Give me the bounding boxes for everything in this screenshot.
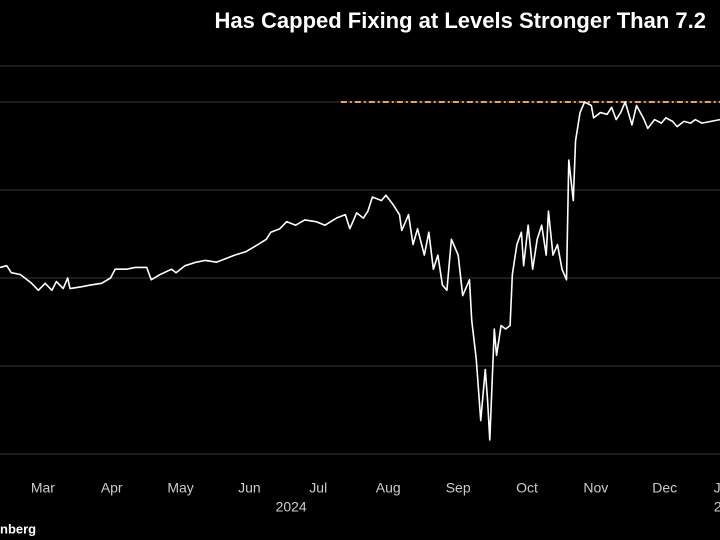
year-label: 2024: [276, 499, 307, 515]
series-line: [0, 101, 720, 441]
chart-title: Has Capped Fixing at Levels Stronger Tha…: [215, 8, 706, 33]
x-tick-label: J: [714, 480, 720, 496]
x-tick-label: May: [167, 480, 193, 496]
year-label: 2: [714, 499, 720, 515]
x-tick-label: Dec: [652, 480, 677, 496]
x-tick-label: Jun: [238, 480, 261, 496]
x-tick-label: Apr: [101, 480, 123, 496]
source: nberg: [0, 521, 36, 536]
x-tick-label: Jul: [309, 480, 327, 496]
x-tick-label: Aug: [376, 480, 401, 496]
x-tick-label: Oct: [516, 480, 538, 496]
x-tick-label: Mar: [31, 480, 55, 496]
x-tick-label: Nov: [583, 480, 608, 496]
x-tick-label: Sep: [446, 480, 471, 496]
